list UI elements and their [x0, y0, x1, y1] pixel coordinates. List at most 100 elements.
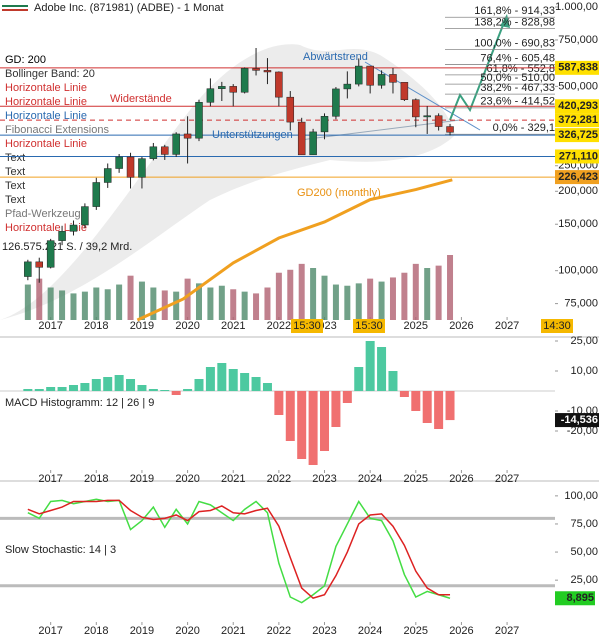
- y-tick-label: -20,00: [567, 425, 598, 437]
- volume-bar: [435, 265, 442, 320]
- candle-body: [309, 131, 317, 156]
- histogram-bar: [68, 385, 78, 391]
- candle-body: [195, 102, 203, 139]
- candle-body: [183, 133, 192, 139]
- fib-label: 0,0% - 329,1: [493, 122, 555, 134]
- volume-bar: [230, 289, 237, 320]
- histogram-bar: [434, 391, 444, 429]
- y-tick-label: 75,000: [564, 298, 598, 310]
- stochastic-line: [27, 499, 451, 599]
- chart-title: Adobe Inc. (871981) (ADBE) - 1 Monat: [34, 2, 224, 14]
- backdrop: [0, 44, 455, 321]
- volume-bar: [47, 287, 54, 320]
- x-tick-label: 2020: [175, 473, 199, 485]
- volume-bar: [321, 275, 328, 320]
- volume-bar: [59, 290, 66, 320]
- volume-bar: [218, 285, 225, 320]
- candle-body: [297, 121, 306, 156]
- volume-bar: [241, 291, 248, 320]
- volume-bar: [355, 283, 362, 320]
- histogram-bar: [194, 379, 204, 391]
- candle-body: [24, 261, 32, 277]
- annotation: Widerstände: [110, 93, 172, 105]
- histogram-bar: [148, 389, 158, 391]
- value-box: [555, 591, 595, 606]
- y-tick-label: 25,00: [570, 335, 598, 347]
- y-tick-label: 750,000: [558, 34, 598, 46]
- indicator-label: Horizontale Linie: [5, 110, 87, 122]
- x-tick-label: 2027: [495, 320, 519, 332]
- y-tick-label: 100,000: [558, 265, 598, 277]
- volume-bar: [161, 290, 168, 320]
- candle-body: [46, 240, 55, 268]
- volume-bar: [332, 284, 339, 320]
- histogram-bar: [445, 391, 455, 421]
- trend-line: [299, 119, 461, 141]
- volume-bar: [24, 284, 31, 320]
- time-badge: [541, 319, 573, 333]
- x-tick-label: 2020: [175, 320, 199, 332]
- volume-bar: [207, 287, 214, 320]
- histogram-bar: [422, 391, 432, 423]
- x-tick-label: 2019: [130, 625, 154, 637]
- x-tick-label: 2017: [38, 473, 62, 485]
- histogram-bar: [342, 391, 352, 403]
- candle-body: [275, 71, 283, 98]
- fib-label: 138,2% - 828,98: [474, 16, 555, 28]
- y-tick-label: 50,00: [570, 546, 598, 558]
- volume-bar: [298, 263, 305, 320]
- indicator-label: Horizontale Linie: [5, 138, 87, 150]
- volume-bar: [104, 289, 111, 320]
- time-badge: [291, 319, 323, 333]
- indicator-label: Text: [5, 180, 25, 192]
- histogram-bar: [308, 391, 318, 465]
- candle-body: [138, 158, 146, 178]
- histogram-bar: [57, 387, 67, 391]
- x-tick-label: 2024: [358, 473, 382, 485]
- fib-label: 100,0% - 690,83: [474, 37, 555, 49]
- x-tick-label: 2026: [449, 320, 473, 332]
- volume-bar: [389, 277, 396, 320]
- volume-bar: [127, 275, 134, 320]
- level-box: [555, 149, 599, 164]
- candle-body: [92, 182, 101, 207]
- fib-label: 76,4% - 605,48: [480, 52, 555, 64]
- x-tick-label: 2022: [267, 320, 291, 332]
- candle-body: [366, 65, 374, 86]
- histogram-bar: [228, 369, 238, 391]
- x-tick-label: 2023: [312, 625, 336, 637]
- level-label: 226,423: [558, 171, 598, 183]
- level-box: [555, 60, 599, 75]
- level-box: [555, 128, 599, 143]
- candle-body: [446, 126, 454, 133]
- volume-bar: [287, 269, 294, 320]
- volume-bar: [264, 287, 271, 320]
- x-tick-label: 2022: [267, 473, 291, 485]
- candle-body: [149, 146, 158, 159]
- level-label: 326,725: [558, 129, 598, 141]
- time-label: 15:30: [293, 320, 321, 332]
- volume-bar: [378, 281, 385, 320]
- y-tick-label: 500,000: [558, 80, 598, 92]
- histogram-bar: [251, 377, 261, 391]
- volume-bar: [116, 284, 123, 320]
- candle-body: [332, 88, 340, 117]
- indicator-label: Horizontale Linie: [5, 222, 87, 234]
- time-badge: [353, 319, 385, 333]
- value-label: 8,895: [566, 592, 594, 604]
- level-box: [555, 113, 599, 128]
- candle-body: [263, 70, 272, 73]
- candle-body: [240, 68, 249, 93]
- annotation: Abwärtstrend: [303, 51, 368, 63]
- volume-bar: [424, 268, 431, 320]
- histogram-bar: [114, 375, 124, 391]
- x-tick-label: 2021: [221, 473, 245, 485]
- value-label: -14,536: [561, 414, 598, 426]
- value-box: [555, 413, 599, 428]
- fib-label: 161,8% - 914,33: [474, 5, 555, 17]
- histogram-bar: [399, 391, 409, 397]
- candle-body: [58, 231, 66, 241]
- candle-body: [423, 115, 431, 118]
- volume-bar: [93, 287, 100, 320]
